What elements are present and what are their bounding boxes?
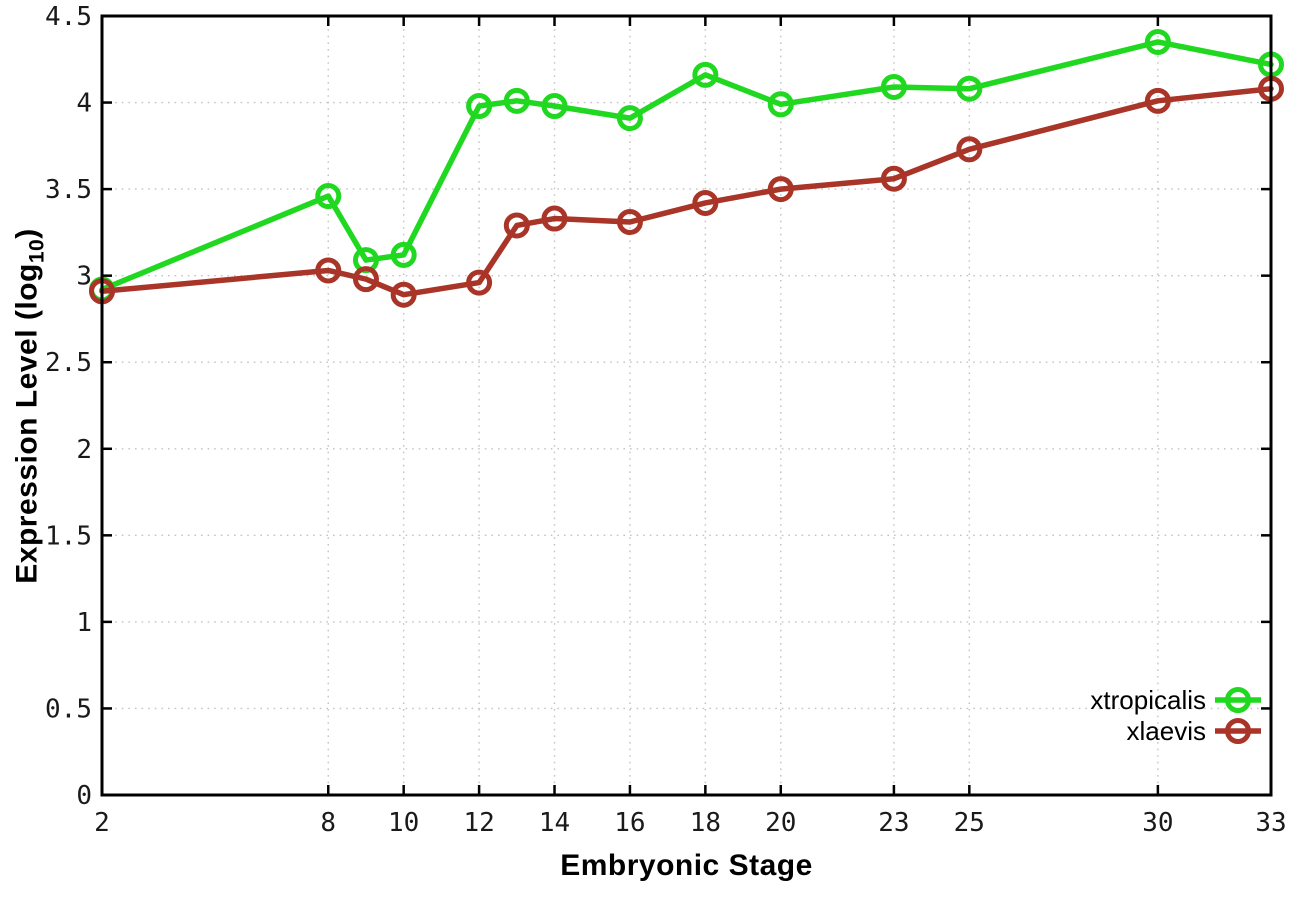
y-tick-label: 1.5 — [45, 521, 92, 551]
series-marker-xlaevis — [1144, 87, 1171, 114]
x-tick-label: 33 — [1255, 808, 1286, 838]
series-marker-xtropicalis — [767, 91, 794, 118]
series-marker-xlaevis — [956, 136, 983, 163]
y-tick-label: 1 — [76, 608, 92, 638]
legend-marker-xtropicalis — [1225, 687, 1251, 713]
series-marker-xlaevis — [315, 257, 342, 284]
series-marker-xlaevis — [692, 189, 719, 216]
series-line-xlaevis — [99, 85, 1274, 298]
x-axis-title: Embryonic Stage — [560, 849, 813, 882]
y-tick-label: 2 — [76, 435, 92, 465]
y-axis-title-close: ) — [10, 228, 44, 239]
series-line-xtropicalis — [99, 39, 1274, 293]
x-tick-label: 20 — [765, 808, 796, 838]
x-tick-label: 18 — [690, 808, 721, 838]
plot-border — [100, 14, 1273, 797]
x-tick-label: 16 — [614, 808, 645, 838]
series-marker-xtropicalis — [315, 183, 342, 210]
series-marker-xlaevis — [352, 266, 379, 293]
legend-label-xtropicalis: xtropicalis — [1090, 685, 1206, 715]
series-marker-xtropicalis — [956, 75, 983, 102]
series-marker-xlaevis — [541, 205, 568, 232]
legend-marker-xlaevis — [1225, 718, 1251, 744]
x-tick-label: 30 — [1142, 808, 1173, 838]
y-axis-title-subscript: 10 — [25, 238, 49, 264]
y-tick-label: 2.5 — [45, 348, 92, 378]
y-axis-title-text: Expression Level (log — [10, 263, 44, 584]
series-marker-xtropicalis — [1144, 28, 1171, 55]
x-tick-label: 8 — [320, 808, 336, 838]
series-marker-xlaevis — [880, 165, 907, 192]
series-marker-xtropicalis — [503, 87, 530, 114]
series-marker-xlaevis — [616, 209, 643, 236]
y-tick-label: 3.5 — [45, 175, 92, 205]
x-tick-label: 2 — [94, 808, 110, 838]
y-tick-label: 4 — [76, 89, 92, 119]
series-marker-xlaevis — [390, 281, 417, 308]
series-marker-xtropicalis — [880, 73, 907, 100]
y-tick-label: 4.5 — [45, 2, 92, 32]
series-marker-xtropicalis — [466, 93, 493, 120]
series-marker-xlaevis — [466, 269, 493, 296]
x-tick-label: 25 — [954, 808, 985, 838]
x-tick-label: 10 — [388, 808, 419, 838]
y-axis-title: Expression Level (log10) — [11, 228, 50, 583]
x-tick-label: 23 — [878, 808, 909, 838]
series-marker-xtropicalis — [692, 61, 719, 88]
series-marker-xlaevis — [503, 212, 530, 239]
y-tick-label: 0.5 — [45, 694, 92, 724]
series-marker-xtropicalis — [390, 241, 417, 268]
x-tick-label: 14 — [539, 808, 570, 838]
series-marker-xtropicalis — [541, 93, 568, 120]
y-tick-label: 0 — [76, 781, 92, 811]
legend-label-xlaevis: xlaevis — [1127, 716, 1206, 746]
y-tick-label: 3 — [76, 262, 92, 292]
series-marker-xlaevis — [767, 176, 794, 203]
x-tick-label: 12 — [463, 808, 494, 838]
series-marker-xtropicalis — [616, 105, 643, 132]
